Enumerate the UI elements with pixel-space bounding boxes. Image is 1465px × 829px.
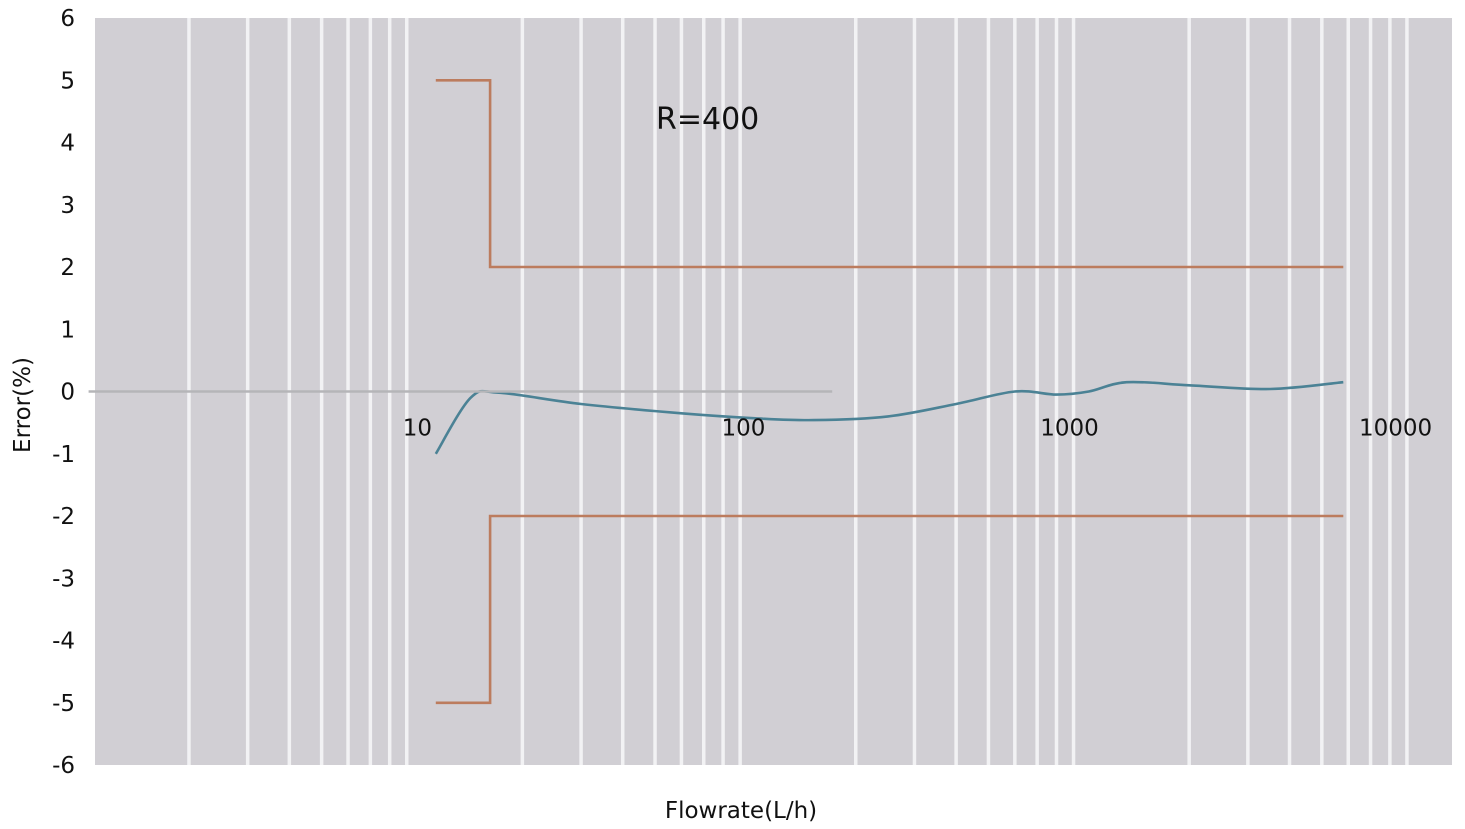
y-tick-label: -3 xyxy=(52,566,75,592)
y-tick-label: 0 xyxy=(60,380,75,406)
y-tick-label: -4 xyxy=(52,629,75,655)
y-tick-label: -6 xyxy=(52,753,75,779)
y-tick-label: 5 xyxy=(60,68,75,94)
x-tick-label: 10000 xyxy=(1359,416,1432,442)
x-tick-label: 100 xyxy=(721,416,765,442)
y-tick-label: -2 xyxy=(52,504,75,530)
x-tick-label: 10 xyxy=(403,416,432,442)
y-tick-label: 1 xyxy=(60,317,75,343)
y-tick-label: 4 xyxy=(60,131,75,157)
series-line-0 xyxy=(435,79,1344,269)
series-line-1 xyxy=(435,514,1344,705)
y-tick-label: 6 xyxy=(60,6,75,32)
y-tick-label: 3 xyxy=(60,193,75,219)
y-tick-label: -5 xyxy=(52,691,75,717)
x-tick-label: 1000 xyxy=(1040,416,1099,442)
x-axis-title: Flowrate(L/h) xyxy=(665,798,817,824)
y-axis-ticks: 6 5 4 3 2 1 0 -1 -2 -3 -4 -5 -6 xyxy=(52,6,75,779)
y-tick-label: 2 xyxy=(60,255,75,281)
series-line-2 xyxy=(434,380,1344,455)
y-axis-title: Error(%) xyxy=(10,357,36,453)
series-layer xyxy=(88,79,1344,705)
y-tick-label: -1 xyxy=(52,442,75,468)
range-annotation: R=400 xyxy=(656,102,759,137)
x-axis-ticks: 10 100 1000 10000 xyxy=(403,416,1432,442)
